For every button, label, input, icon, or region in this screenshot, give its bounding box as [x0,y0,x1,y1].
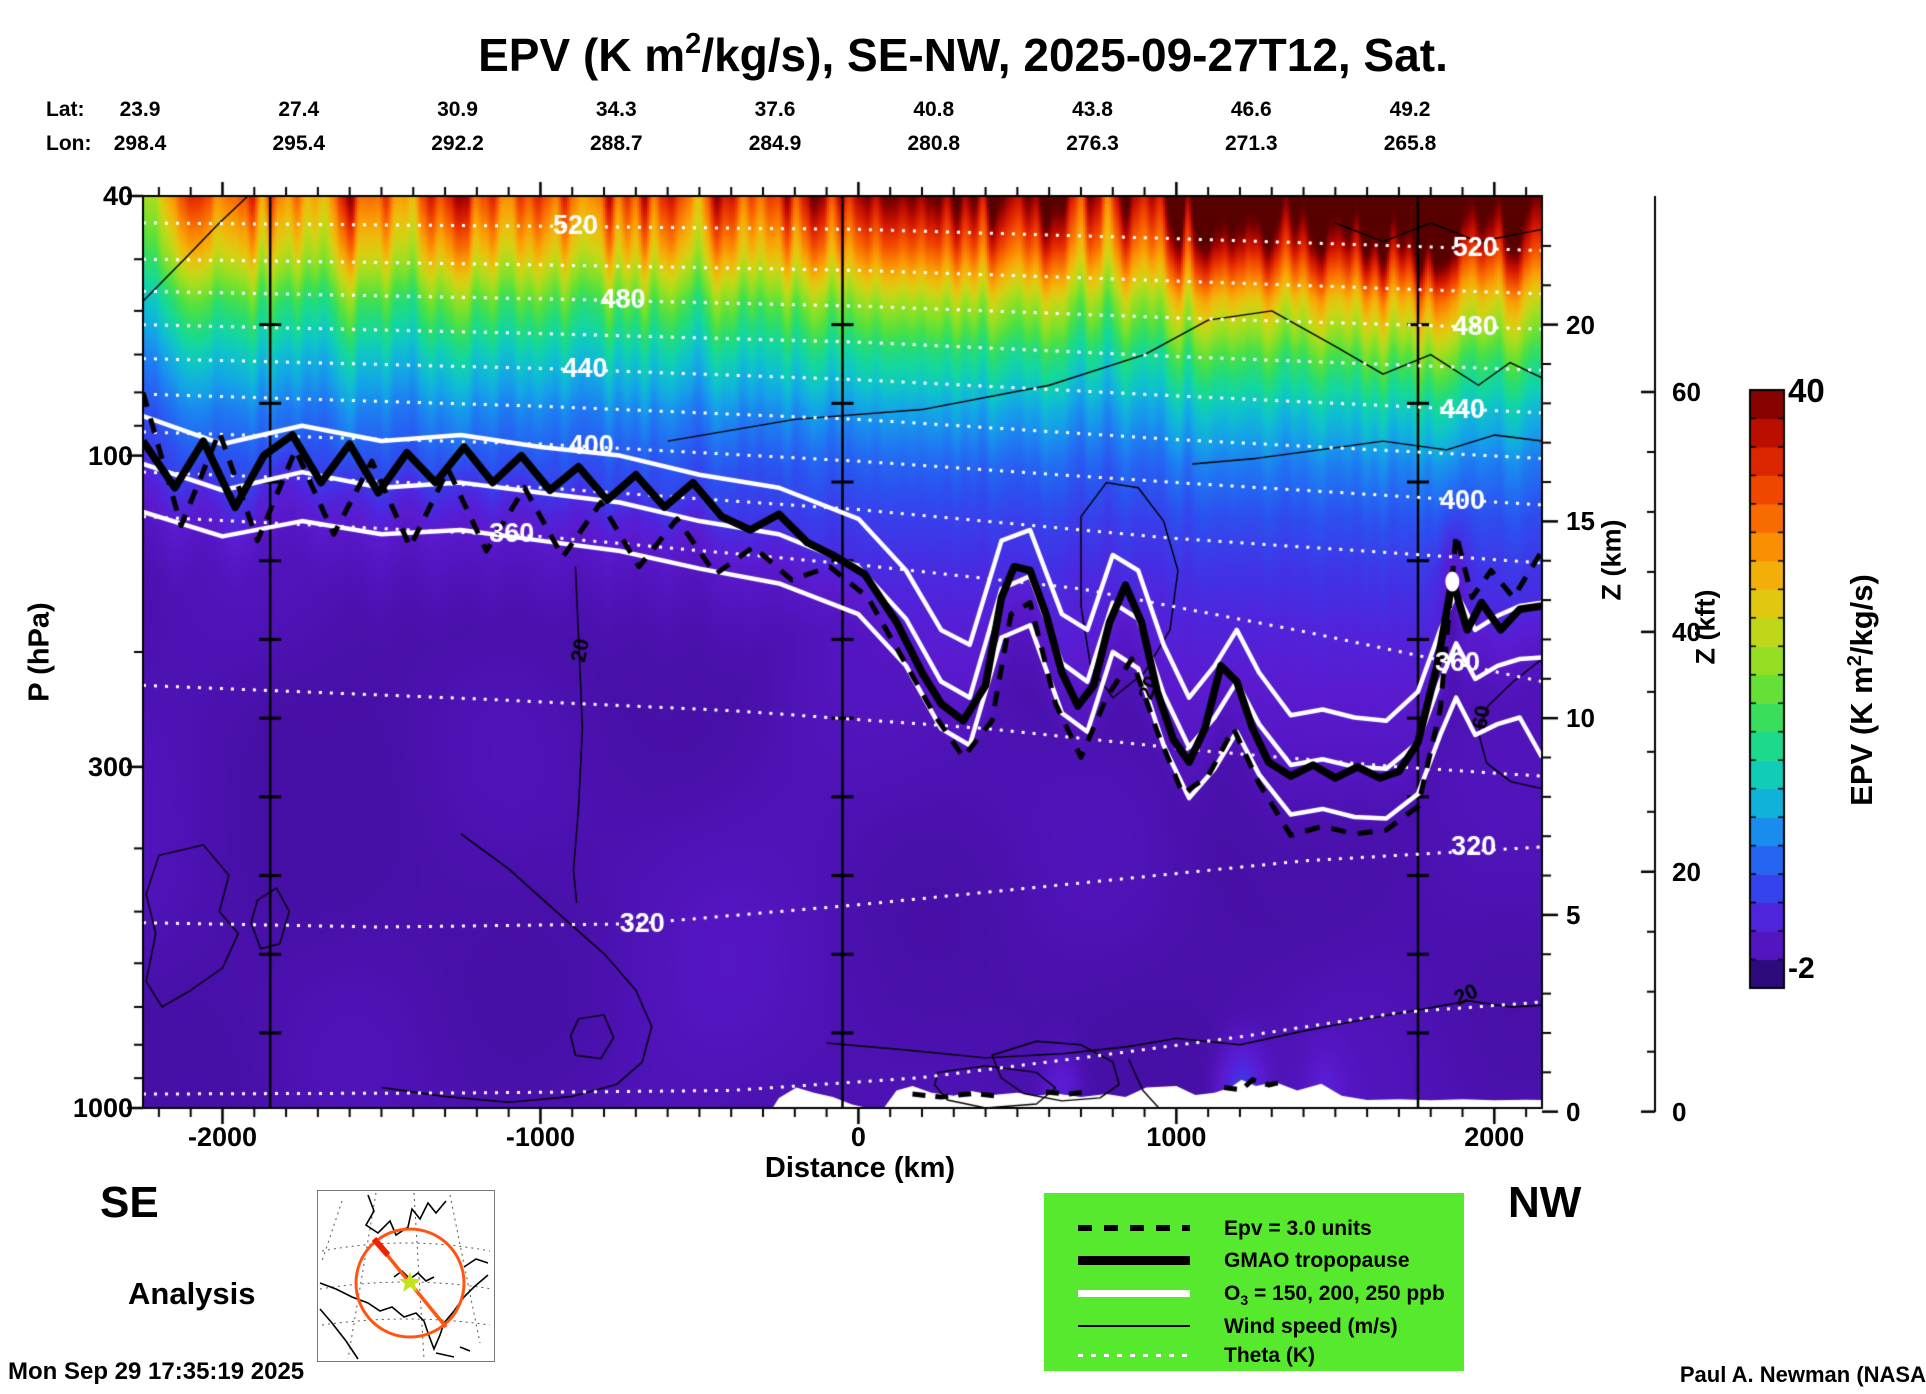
corner-label-nw: NW [1508,1178,1582,1227]
pressure-tick-label: 40 [102,181,133,211]
waypoint-star [399,1272,421,1292]
lon-value: 280.8 [907,132,961,155]
z-kft-tick-label: 0 [1672,1096,1687,1127]
pressure-tick-label: 100 [87,440,133,471]
z-km-axis-title: Z (km) [1596,519,1627,601]
lat-value: 27.4 [278,98,320,121]
pressure-tick-label: 300 [87,751,133,782]
distance-tick-label: 0 [850,1122,866,1152]
corner-label-se: SE [100,1178,159,1227]
lat-value: 30.9 [437,98,478,121]
colorbar-title-pre: EPV (K m [1844,666,1880,806]
distance-tick-label: 2000 [1464,1122,1525,1152]
lon-value: 271.3 [1224,132,1278,155]
legend-item-ozone: O3 = 150, 200, 250 ppb [1044,1282,1464,1308]
pressure-tick-label: 1000 [72,1093,133,1123]
lon-value: 292.2 [431,132,484,155]
timestamp: Mon Sep 29 17:35:19 2025 [8,1358,305,1385]
z-km-tick-label: 10 [1566,703,1595,734]
z-km-tick-label: 20 [1566,309,1595,340]
dotted-line-sample [1078,1354,1190,1357]
lat-value: 34.3 [595,98,637,121]
lon-value: 284.9 [748,132,802,155]
distance-axis-title: Distance (km) [764,1152,956,1184]
z-kft-tick-label: 60 [1672,377,1701,407]
lat-prefix: Lat: [46,98,85,121]
legend-item-label: GMAO tropopause [1224,1249,1410,1272]
transect-circle [354,1227,466,1339]
lat-value: 49.2 [1389,98,1431,121]
z-km-tick-label: 0 [1566,1096,1581,1127]
title-post: /kg/s), SE-NW, 2025-09-27T12, Sat. [701,29,1448,81]
legend-item-label: Wind speed (m/s) [1224,1315,1398,1338]
lon-value: 265.8 [1383,132,1437,155]
colorbar-title: EPV (K m2/kg/s) [1844,574,1880,806]
lon-value: 288.7 [589,132,643,155]
legend-item-theta: Theta (K) [1044,1344,1464,1370]
colorbar-max-label: 40 [1788,372,1825,409]
thick-line-sample [1078,1256,1190,1265]
map-inset [317,1190,495,1362]
ozone-label-pre: O [1224,1282,1241,1305]
lon-value: 298.4 [113,132,167,155]
lat-value: 43.8 [1072,98,1113,121]
distance-tick-label: 1000 [1146,1122,1207,1152]
legend-item-label: O3 = 150, 200, 250 ppb [1224,1282,1445,1308]
lon-prefix: Lon: [46,132,92,155]
distance-tick-label: -2000 [187,1122,258,1152]
ozone-label-sub: 3 [1240,1292,1249,1309]
ozone-label-post: = 150, 200, 250 ppb [1248,1282,1445,1305]
z-kft-tick-label: 40 [1672,616,1701,647]
z-km-tick-label: 15 [1566,506,1595,537]
lat-value: 40.8 [913,98,955,121]
colorbar-title-post: /kg/s) [1844,574,1880,656]
lat-value: 37.6 [754,98,796,121]
lon-value: 295.4 [272,132,326,155]
z-km-tick-label: 5 [1566,899,1581,930]
analysis-label: Analysis [128,1276,256,1311]
distance-tick-label: -1000 [505,1122,575,1152]
title-sup: 2 [685,28,702,60]
white-line-sample [1078,1290,1190,1297]
colorbar-min-label: -2 [1788,952,1815,985]
title-pre: EPV (K m [478,29,686,81]
legend-item-label: Epv = 3.0 units [1224,1217,1372,1240]
legend: Epv = 3.0 units GMAO tropopause O3 = 150… [1044,1193,1464,1371]
legend-item-wind: Wind speed (m/s) [1044,1315,1464,1341]
legend-item-tropopause: GMAO tropopause [1044,1249,1464,1275]
colorbar-title-sup: 2 [1843,655,1866,667]
credit: Paul A. Newman (NASA [1679,1362,1926,1387]
dashed-line-sample [1078,1225,1190,1231]
z-kft-tick-label: 20 [1672,856,1701,887]
graticule-lines [319,1192,493,1360]
transect-line-nw-end [371,1237,391,1257]
thin-line-sample [1078,1325,1190,1327]
z-kft-axis-title: Z (kft) [1690,589,1721,665]
pressure-axis-title: P (hPa) [23,602,56,702]
lon-value: 276.3 [1066,132,1119,155]
legend-item-epv3: Epv = 3.0 units [1044,1217,1464,1243]
lat-value: 46.6 [1230,98,1272,121]
lat-value: 23.9 [119,98,161,121]
page-title: EPV (K m2/kg/s), SE-NW, 2025-09-27T12, S… [0,28,1926,82]
legend-item-label: Theta (K) [1224,1344,1315,1367]
